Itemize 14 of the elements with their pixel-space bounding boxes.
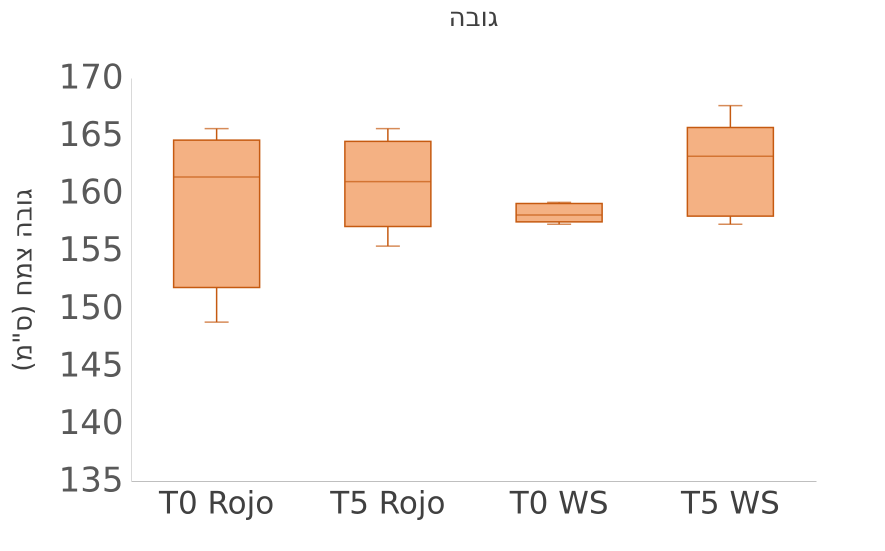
y-tick-label: 135 xyxy=(58,460,124,500)
x-tick-label: T5 WS xyxy=(680,486,780,522)
x-tick-label: T0 Rojo xyxy=(158,486,274,522)
y-tick-label: 160 xyxy=(58,172,124,213)
y-tick-label: 140 xyxy=(58,402,124,443)
y-axis-title: גובה צמח (ס"מ) xyxy=(8,188,39,372)
x-tick-label: T0 WS xyxy=(508,486,609,522)
y-tick-label: 165 xyxy=(58,115,124,156)
y-tick-label: 170 xyxy=(58,58,124,98)
y-tick-label: 155 xyxy=(58,230,124,270)
y-tick-label: 145 xyxy=(58,345,124,386)
chart-title: גובה xyxy=(448,3,498,33)
y-tick-label: 150 xyxy=(58,288,124,328)
x-tick-label: T5 Rojo xyxy=(329,486,446,522)
